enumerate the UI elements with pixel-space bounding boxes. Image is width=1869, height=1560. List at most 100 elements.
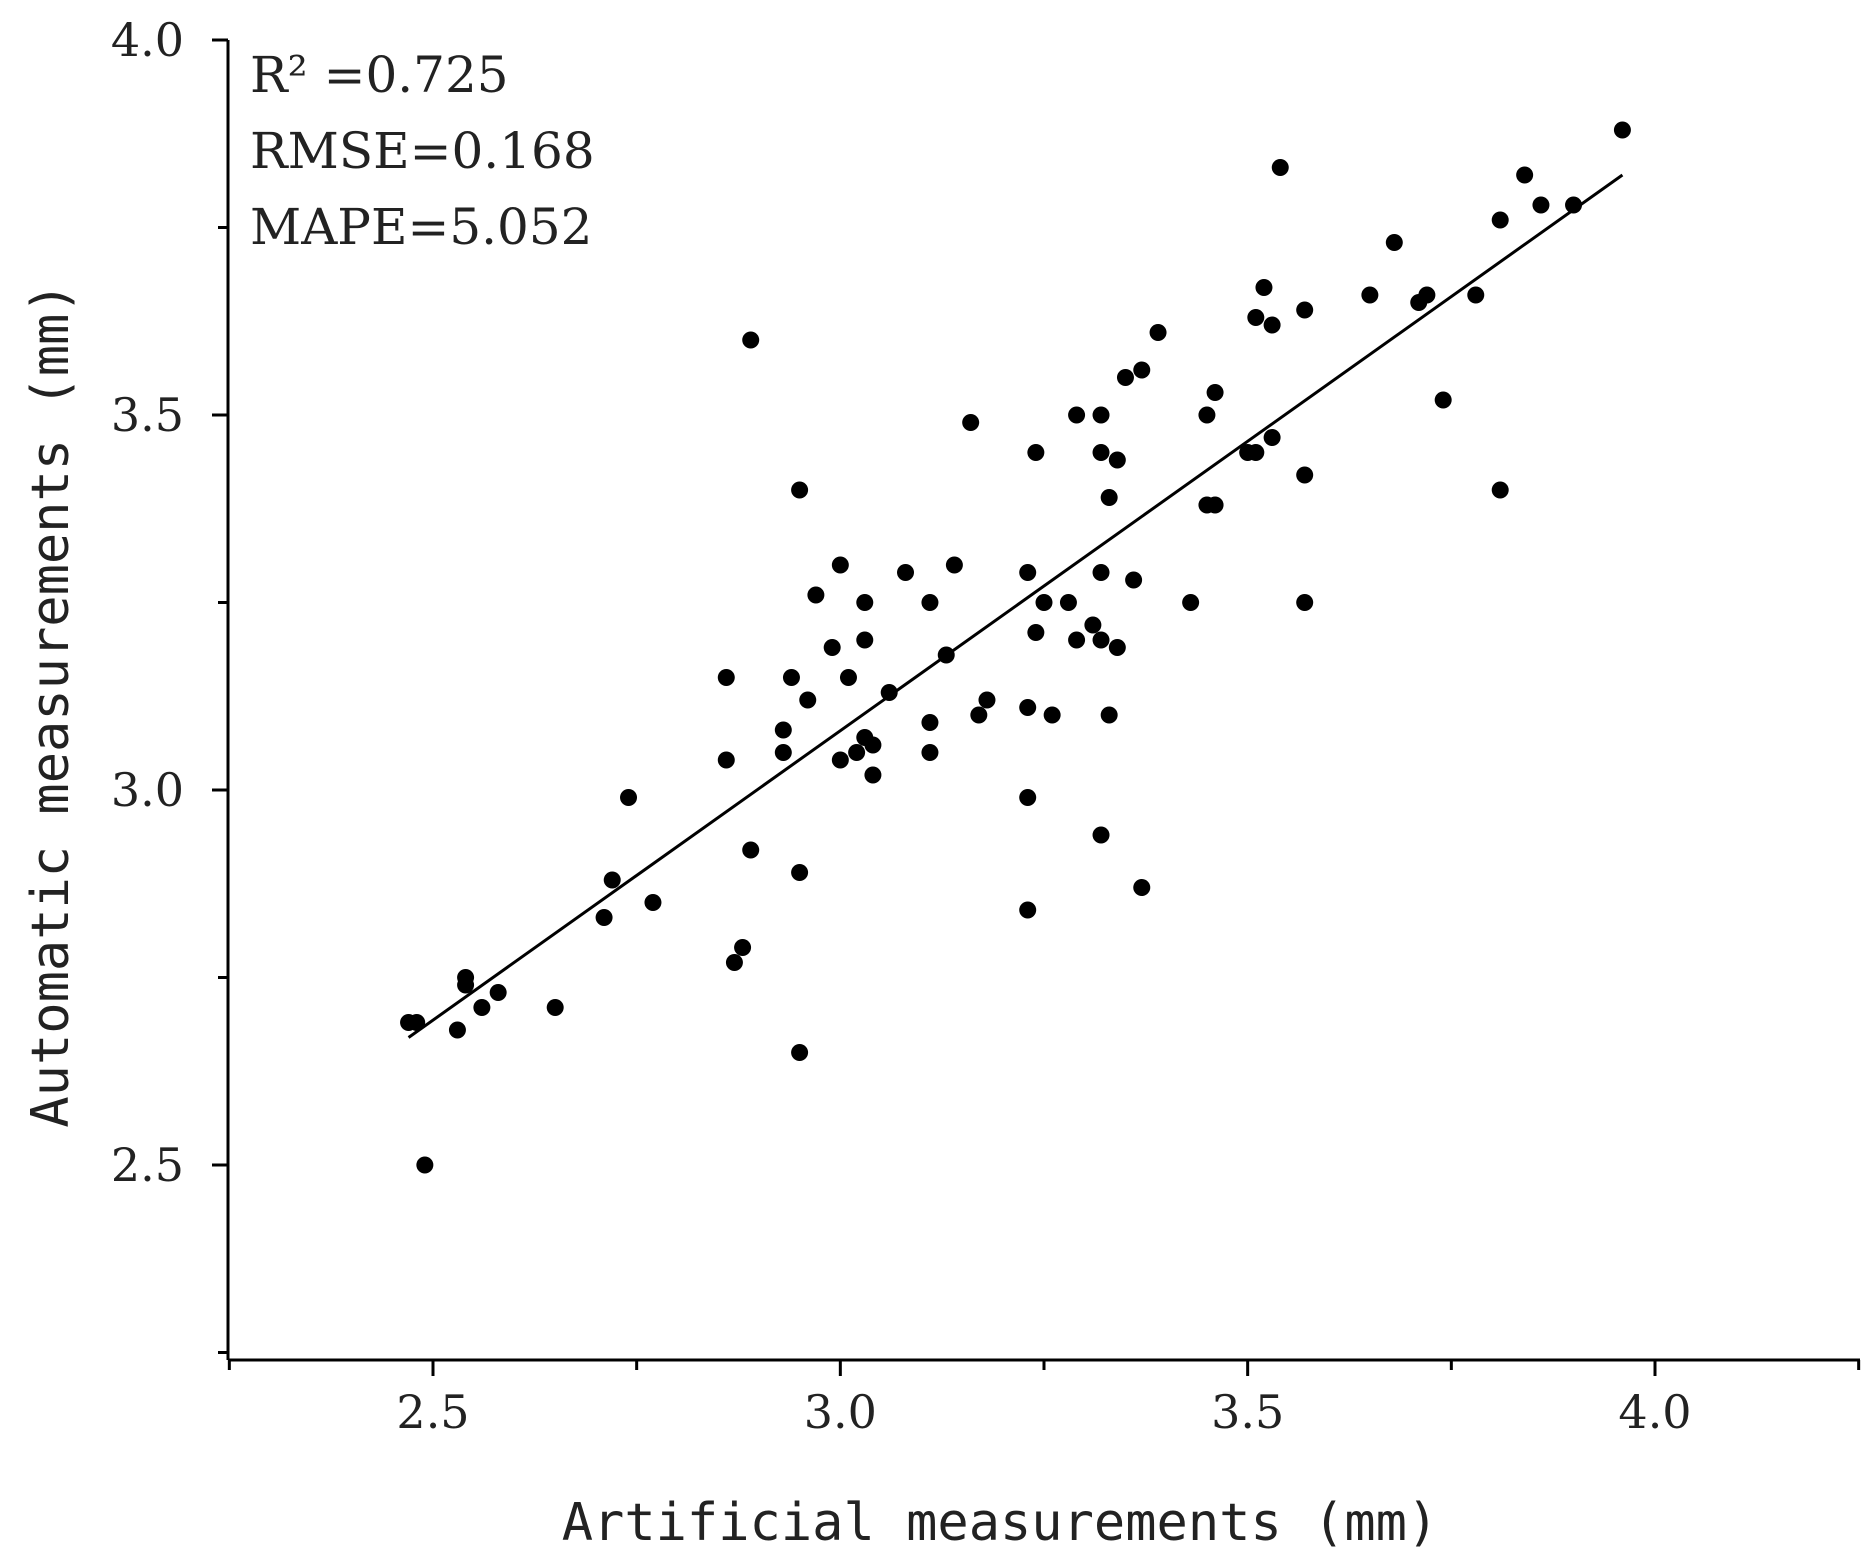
- data-point: [1418, 286, 1436, 304]
- data-point: [1247, 309, 1265, 326]
- data-point: [1108, 639, 1126, 656]
- data-point: [546, 999, 564, 1016]
- x-tick-label: 3.0: [804, 1385, 877, 1439]
- data-point: [1084, 616, 1102, 634]
- data-point: [1027, 624, 1045, 641]
- y-tick-label: 3.0: [111, 763, 184, 817]
- data-point: [1182, 594, 1200, 611]
- data-point: [1133, 361, 1151, 379]
- data-point: [831, 751, 849, 769]
- data-point: [644, 894, 662, 911]
- data-point: [1019, 789, 1037, 806]
- data-point: [1247, 444, 1265, 461]
- data-point: [1116, 369, 1134, 386]
- data-point: [734, 939, 752, 956]
- data-point: [1019, 699, 1037, 716]
- data-point: [1565, 196, 1583, 214]
- data-point: [725, 954, 743, 971]
- data-point: [1092, 631, 1110, 649]
- data-point: [473, 999, 491, 1016]
- data-point: [1149, 324, 1167, 341]
- data-point: [1271, 159, 1289, 176]
- data-point: [945, 556, 963, 574]
- data-point: [782, 669, 800, 686]
- data-point: [1019, 901, 1037, 919]
- rmse-text: RMSE=0.168: [250, 122, 595, 180]
- data-point: [921, 744, 939, 761]
- x-axis-title: Artificial measurements (mm): [562, 1493, 1439, 1553]
- data-point: [1613, 121, 1631, 139]
- data-point: [1263, 429, 1281, 446]
- data-point: [1516, 166, 1534, 184]
- data-point: [864, 736, 882, 754]
- data-point: [1198, 406, 1216, 424]
- data-point: [717, 669, 735, 686]
- data-point: [489, 984, 507, 1001]
- data-point: [921, 594, 939, 611]
- data-point: [807, 586, 825, 604]
- data-point: [1532, 196, 1550, 214]
- data-point: [1068, 406, 1086, 424]
- data-point: [1133, 879, 1151, 896]
- data-point: [791, 1044, 809, 1061]
- data-point: [937, 646, 955, 664]
- data-point: [1255, 279, 1273, 296]
- regression-line: [407, 173, 1624, 1039]
- data-point: [1092, 406, 1110, 424]
- data-point: [1068, 631, 1086, 649]
- data-point: [1296, 301, 1314, 319]
- data-point: [595, 909, 613, 926]
- data-point: [1092, 826, 1110, 844]
- data-point: [823, 639, 841, 656]
- data-points: [400, 121, 1631, 1174]
- data-point: [1491, 481, 1509, 499]
- x-tick-label: 2.5: [396, 1385, 469, 1439]
- data-point: [1092, 564, 1110, 581]
- data-point: [408, 1014, 426, 1031]
- data-point: [897, 564, 915, 581]
- data-point: [856, 631, 874, 649]
- data-point: [1206, 384, 1224, 401]
- data-point: [603, 871, 621, 889]
- axis-ticks: [212, 38, 1861, 1376]
- data-point: [921, 714, 939, 731]
- x-tick-label: 3.5: [1211, 1385, 1284, 1439]
- data-point: [1108, 451, 1126, 469]
- data-point: [1100, 706, 1118, 724]
- stats-annotation: R² =0.725 RMSE=0.168 MAPE=5.052: [250, 46, 595, 256]
- data-point: [1125, 571, 1143, 589]
- data-point: [880, 684, 898, 701]
- mape-text: MAPE=5.052: [250, 198, 592, 256]
- data-point: [791, 864, 809, 881]
- data-point: [864, 766, 882, 784]
- data-point: [457, 969, 475, 986]
- data-point: [1206, 496, 1224, 514]
- y-tick-label: 3.5: [111, 388, 184, 442]
- data-point: [1100, 489, 1118, 506]
- data-point: [978, 691, 996, 709]
- y-tick-label: 4.0: [111, 13, 184, 67]
- data-point: [620, 789, 638, 806]
- x-tick-label: 4.0: [1618, 1385, 1691, 1439]
- r-squared-text: R² =0.725: [250, 46, 509, 104]
- data-point: [448, 1021, 466, 1039]
- data-point: [1491, 211, 1509, 229]
- data-point: [1263, 316, 1281, 334]
- data-point: [1092, 444, 1110, 461]
- data-point: [717, 751, 735, 769]
- data-point: [962, 414, 980, 431]
- data-point: [1043, 706, 1061, 724]
- data-point: [1296, 466, 1314, 484]
- data-point: [1296, 594, 1314, 611]
- data-point: [742, 331, 760, 349]
- data-point: [791, 481, 809, 499]
- data-point: [1434, 391, 1452, 409]
- data-point: [1467, 286, 1485, 304]
- data-point: [774, 721, 792, 739]
- data-point: [1019, 564, 1037, 581]
- data-point: [416, 1156, 434, 1174]
- data-point: [1361, 286, 1379, 304]
- data-point: [774, 744, 792, 761]
- data-point: [839, 669, 857, 686]
